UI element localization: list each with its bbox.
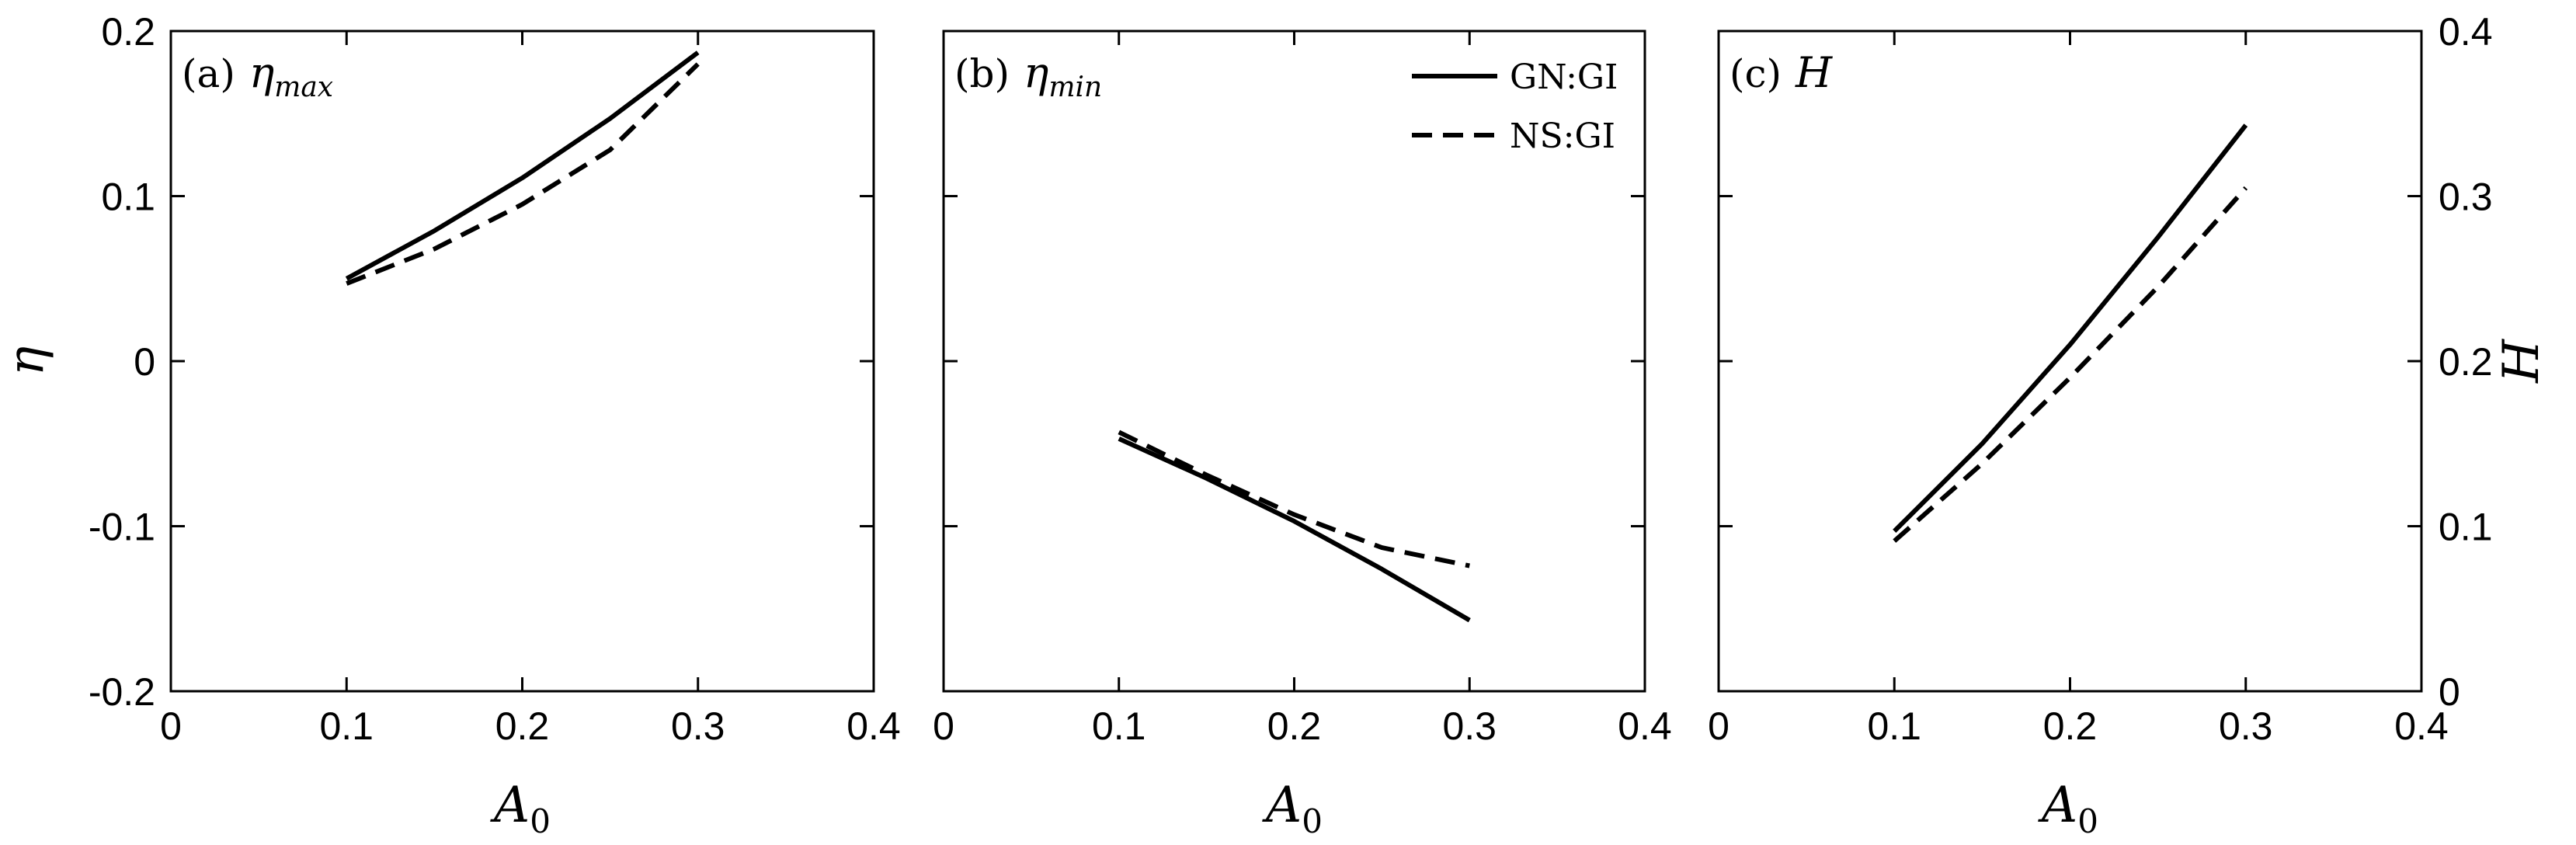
y-tick-label: 0	[2439, 670, 2460, 714]
x-tick-label: 0.3	[1442, 704, 1497, 748]
y-tick-label: -0.1	[89, 506, 155, 549]
x-tick-label: 0	[933, 704, 954, 748]
x-axis-label: A0	[2038, 777, 2098, 840]
series-line-gn-gi	[1893, 123, 2248, 534]
panel-label: (b) ηmin	[954, 48, 1102, 103]
panel-symbol-subscript: max	[274, 71, 333, 103]
x-tick-label: 0	[160, 704, 182, 748]
x-tick-label: 0	[1708, 704, 1730, 748]
x-tick-label: 0.1	[319, 704, 374, 748]
y-tick-label: 0.2	[2439, 340, 2493, 384]
x-axis-label-main: A	[2038, 777, 2077, 834]
panel-letter: (b)	[954, 51, 1010, 96]
y-tick-label: 0.1	[101, 176, 155, 219]
panel-symbol: η	[249, 48, 274, 97]
x-tick-label: 0.4	[1618, 704, 1672, 748]
x-axis-label: A0	[1262, 777, 1323, 840]
x-axis-label-main: A	[490, 777, 530, 834]
y-axis-label: H	[2493, 339, 2550, 384]
panel-symbol: η	[1024, 48, 1048, 97]
x-tick-label: 0.1	[1867, 704, 1921, 748]
series-line-gn-gi	[1118, 436, 1471, 623]
plot-frame	[1717, 30, 2423, 693]
panel-label: (a) ηmax	[182, 48, 333, 103]
x-axis-label-subscript: 0	[2077, 802, 2098, 840]
x-tick-label: 0.2	[2043, 704, 2098, 748]
series-line-ns-gi	[1893, 186, 2248, 543]
plot-frame	[169, 30, 875, 693]
panel-symbol-subscript: min	[1048, 71, 1102, 103]
panel-symbol: H	[1795, 48, 1833, 97]
panel-letter: (c)	[1730, 51, 1782, 96]
y-tick-label: 0.4	[2439, 10, 2493, 54]
y-tick-label: 0.2	[101, 10, 155, 54]
x-axis-label-main: A	[1262, 777, 1302, 834]
x-tick-label: 0.2	[1267, 704, 1322, 748]
y-tick-label: 0.1	[2439, 506, 2493, 549]
x-axis-label: A0	[490, 777, 551, 840]
y-tick-label: 0	[134, 340, 155, 384]
series-line-ns-gi	[346, 62, 700, 286]
x-axis-label-subscript: 0	[530, 802, 551, 840]
y-tick-label: -0.2	[89, 670, 155, 714]
y-tick-label: 0.3	[2439, 176, 2493, 219]
x-axis-label-subscript: 0	[1302, 802, 1323, 840]
legend-label: GN:GI	[1510, 57, 1618, 97]
legend-label: NS:GI	[1510, 116, 1615, 156]
x-tick-label: 0.3	[671, 704, 725, 748]
y-axis-label: η	[0, 346, 55, 376]
x-tick-label: 0.3	[2219, 704, 2273, 748]
x-tick-label: 0.1	[1092, 704, 1146, 748]
x-tick-label: 0.4	[846, 704, 901, 748]
x-tick-label: 0.2	[495, 704, 550, 748]
x-tick-label: 0.4	[2394, 704, 2449, 748]
panel-letter: (a)	[182, 51, 235, 96]
series-line-ns-gi	[1118, 429, 1470, 569]
panel-label: (c) H	[1730, 48, 1833, 97]
series-line-gn-gi	[345, 50, 700, 281]
